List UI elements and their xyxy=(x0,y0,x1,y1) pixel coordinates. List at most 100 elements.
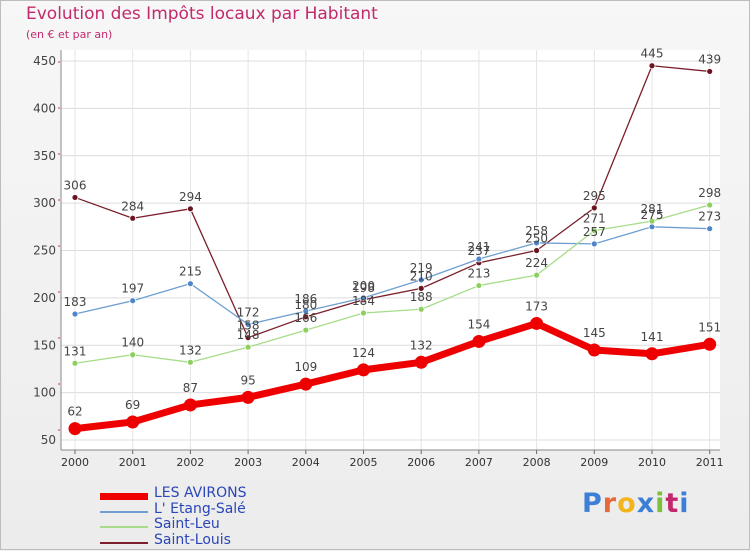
data-point-saint-leu xyxy=(417,305,425,313)
data-point-les-avirons xyxy=(357,363,370,377)
series-line-saint-louis xyxy=(74,65,711,339)
data-label-l-etang-sal: 197 xyxy=(121,282,144,296)
legend-swatch xyxy=(100,526,148,528)
data-point-les-avirons xyxy=(703,337,717,351)
x-tick-label: 2009 xyxy=(580,456,608,469)
chart-subtitle: (en € et par an) xyxy=(26,28,113,41)
data-point-l-etang-sal xyxy=(302,307,310,315)
y-tick-label: 450 xyxy=(33,54,56,68)
data-point-l-etang-sal xyxy=(71,310,79,318)
data-point-saint-leu xyxy=(648,217,656,225)
series-line-saint-leu xyxy=(74,204,711,364)
proxiti-logo: Proxiti xyxy=(582,488,690,519)
data-label-l-etang-sal: 172 xyxy=(237,305,260,319)
series-line-les-avirons xyxy=(71,319,714,433)
data-label-l-etang-sal: 200 xyxy=(352,279,375,293)
legend-swatch xyxy=(100,510,148,513)
data-point-les-avirons xyxy=(645,347,659,361)
data-label-saint-louis: 198 xyxy=(352,281,375,295)
y-tick-label: 250 xyxy=(33,244,56,258)
data-point-saint-louis xyxy=(186,205,194,213)
y-tick-label: 50 xyxy=(41,433,56,447)
data-point-les-avirons xyxy=(587,343,601,357)
data-label-les-avirons: 95 xyxy=(240,373,255,387)
data-label-saint-leu: 271 xyxy=(583,212,606,226)
data-label-saint-louis: 445 xyxy=(641,47,664,61)
data-point-saint-louis xyxy=(71,194,79,201)
data-label-saint-leu: 224 xyxy=(525,256,548,270)
data-label-les-avirons: 87 xyxy=(183,381,198,395)
y-tick-label: 400 xyxy=(33,101,56,115)
data-point-saint-leu xyxy=(302,326,310,334)
data-point-l-etang-sal xyxy=(648,223,656,231)
logo-letter: o xyxy=(617,488,637,519)
data-label-les-avirons: 173 xyxy=(525,299,548,313)
data-label-les-avirons: 124 xyxy=(352,346,375,360)
legend-label: Saint-Leu xyxy=(154,516,220,532)
data-point-les-avirons xyxy=(530,316,544,330)
data-label-saint-louis: 295 xyxy=(583,189,606,203)
legend-label: Saint-Louis xyxy=(154,531,231,548)
data-point-les-avirons xyxy=(472,334,486,348)
data-label-les-avirons: 154 xyxy=(467,317,490,331)
x-tick-label: 2005 xyxy=(350,456,378,469)
legend-label: LES AVIRONS xyxy=(154,485,247,501)
y-tick-label: 150 xyxy=(33,338,56,352)
y-tick-label: 200 xyxy=(33,291,56,305)
y-tick-label: 100 xyxy=(33,386,56,400)
data-label-saint-leu: 148 xyxy=(237,328,260,342)
data-point-l-etang-sal xyxy=(533,239,540,247)
x-tick-label: 2000 xyxy=(61,456,89,469)
data-point-les-avirons xyxy=(183,398,197,412)
data-label-les-avirons: 69 xyxy=(125,398,140,412)
data-label-les-avirons: 145 xyxy=(583,326,606,340)
data-label-l-etang-sal: 241 xyxy=(467,240,490,254)
data-point-saint-louis xyxy=(590,204,598,212)
y-tick-label: 300 xyxy=(33,196,56,210)
data-point-les-avirons xyxy=(414,355,428,369)
data-label-les-avirons: 132 xyxy=(410,338,433,352)
data-label-saint-louis: 439 xyxy=(698,52,721,66)
data-label-l-etang-sal: 183 xyxy=(64,295,87,309)
logo-letter: x xyxy=(636,488,656,519)
data-label-saint-louis: 306 xyxy=(64,178,87,192)
x-tick-label: 2002 xyxy=(176,456,204,469)
data-point-saint-leu xyxy=(590,227,598,235)
data-point-l-etang-sal xyxy=(360,294,367,302)
data-label-saint-leu: 166 xyxy=(294,311,317,325)
data-point-saint-louis xyxy=(533,247,540,254)
logo-letter: i xyxy=(679,488,690,519)
data-point-saint-louis xyxy=(648,62,656,70)
legend-swatch xyxy=(100,492,148,500)
x-tick-label: 2011 xyxy=(696,456,724,469)
data-label-saint-leu: 281 xyxy=(641,202,664,216)
data-point-les-avirons xyxy=(241,390,255,404)
data-point-saint-leu xyxy=(475,282,483,289)
data-label-saint-louis: 158 xyxy=(237,319,260,333)
data-point-l-etang-sal xyxy=(475,255,483,263)
x-tick-label: 2010 xyxy=(638,456,666,469)
data-point-saint-leu xyxy=(706,201,714,209)
data-label-saint-leu: 184 xyxy=(352,294,375,308)
data-point-saint-louis xyxy=(129,214,137,222)
chart-title: Evolution des Impôts locaux par Habitant xyxy=(26,4,378,24)
data-label-saint-leu: 298 xyxy=(698,186,721,200)
data-label-les-avirons: 62 xyxy=(67,405,82,419)
data-label-les-avirons: 109 xyxy=(294,360,317,374)
data-label-saint-leu: 140 xyxy=(121,336,144,350)
data-label-saint-louis: 180 xyxy=(294,298,317,312)
data-point-saint-leu xyxy=(533,271,540,279)
legend-label: L' Etang-Salé xyxy=(154,500,246,517)
series-line-l-etang-sal xyxy=(74,226,711,326)
x-tick-label: 2004 xyxy=(292,456,320,469)
logo-letter: P xyxy=(582,488,603,519)
data-label-les-avirons: 151 xyxy=(698,320,721,334)
data-label-saint-leu: 213 xyxy=(467,267,490,281)
data-point-saint-leu xyxy=(244,343,252,351)
x-tick-label: 2007 xyxy=(465,456,493,469)
data-label-saint-louis: 284 xyxy=(121,199,144,213)
data-label-l-etang-sal: 275 xyxy=(641,208,664,222)
data-point-saint-louis xyxy=(417,284,425,292)
data-point-saint-louis xyxy=(706,68,714,75)
data-point-l-etang-sal xyxy=(590,240,598,248)
